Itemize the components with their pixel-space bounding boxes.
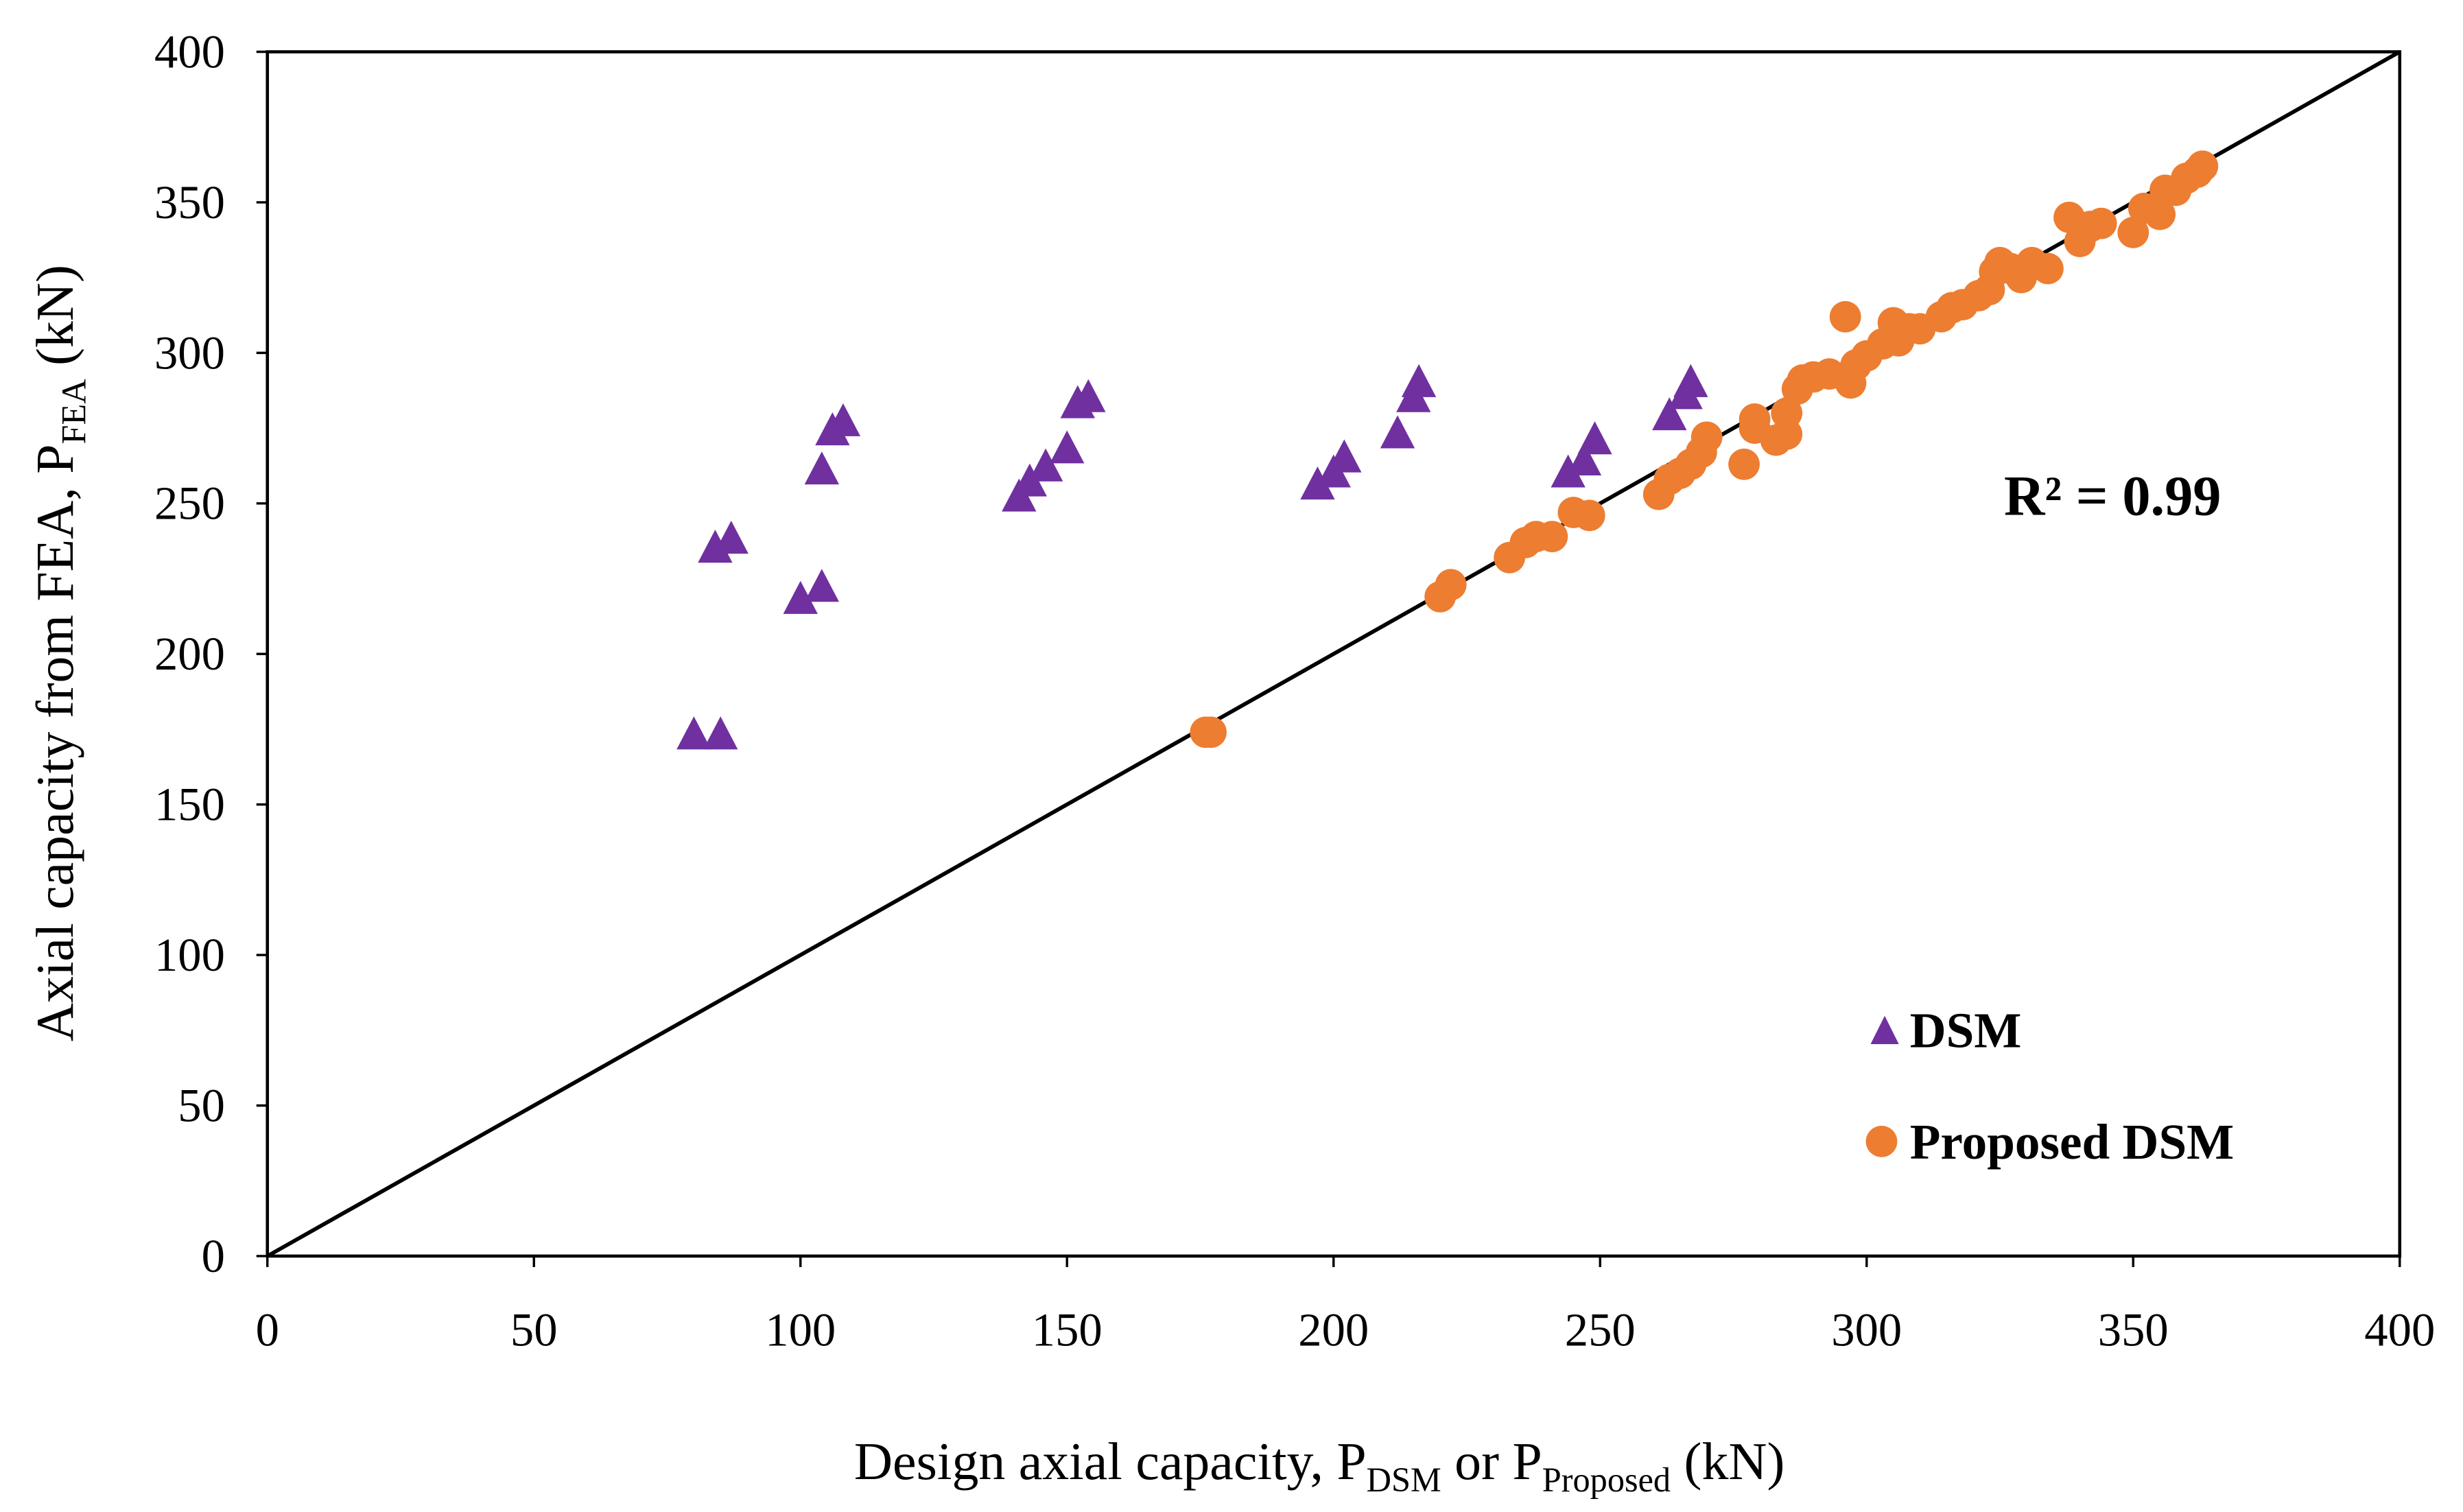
r-squared-annotation: R² = 0.99 xyxy=(2004,465,2221,528)
proposed-dsm-point xyxy=(2085,207,2117,239)
proposed-dsm-point xyxy=(1195,716,1227,748)
proposed-dsm-point xyxy=(1573,499,1605,532)
y-tick-label: 250 xyxy=(154,477,225,530)
dsm-point xyxy=(1401,364,1437,397)
proposed-dsm-point xyxy=(1690,421,1723,453)
proposed-dsm-point xyxy=(2117,216,2149,248)
dsm-point xyxy=(703,716,738,750)
y-axis-label: Axial capacity from FEA, PFEA (kN) xyxy=(25,265,93,1041)
proposed-dsm-point xyxy=(1829,300,1861,333)
y-tick-label: 400 xyxy=(154,25,225,78)
x-tick-label: 400 xyxy=(2364,1303,2435,1356)
x-tick-label: 50 xyxy=(510,1303,558,1356)
proposed-dsm-point xyxy=(2032,252,2064,285)
y-tick-label: 0 xyxy=(202,1230,225,1282)
dsm-point xyxy=(676,716,711,750)
dsm-point xyxy=(1577,421,1612,455)
x-tick-label: 100 xyxy=(765,1303,836,1356)
dsm-point xyxy=(1652,397,1687,431)
x-axis-label: Design axial capacity, PDSM or PProposed… xyxy=(854,1432,1785,1499)
dsm-point xyxy=(1673,364,1708,397)
proposed-dsm-point xyxy=(1771,397,1803,429)
y-tick-label: 300 xyxy=(154,327,225,379)
legend-dsm-marker xyxy=(1870,1015,1899,1044)
dsm-point xyxy=(804,451,840,485)
proposed-dsm-point xyxy=(1435,569,1467,601)
legend: DSM Proposed DSM xyxy=(1865,1003,2235,1170)
proposed-dsm-point xyxy=(1728,448,1760,480)
dsm-point xyxy=(804,569,840,602)
y-tick-label: 350 xyxy=(154,176,225,228)
x-tick-label: 0 xyxy=(256,1303,279,1356)
legend-dsm-label: DSM xyxy=(1910,1003,2022,1059)
y-tick-label: 150 xyxy=(154,779,225,831)
x-tick-label: 200 xyxy=(1298,1303,1369,1356)
dsm-point xyxy=(1300,466,1335,500)
x-tick-label: 150 xyxy=(1032,1303,1103,1356)
dsm-point xyxy=(1071,379,1106,412)
dsm-point xyxy=(1050,430,1085,464)
axis-ticks: 0 50 100 150 200 250 300 350 400 0 50 100 150 200 250 3… xyxy=(154,25,2435,1356)
dsm-point xyxy=(1380,415,1415,449)
dsm-point xyxy=(783,580,818,614)
dsm-point xyxy=(714,521,749,554)
dsm-point xyxy=(1028,448,1063,482)
reference-line-1-to-1 xyxy=(266,50,2401,1258)
x-tick-label: 350 xyxy=(2098,1303,2169,1356)
plot-marks xyxy=(266,50,2401,1258)
dsm-point xyxy=(1551,454,1586,488)
y-tick-label: 200 xyxy=(154,628,225,680)
proposed-dsm-point xyxy=(2144,198,2176,231)
y-tick-label: 100 xyxy=(154,929,225,981)
proposed-dsm-point xyxy=(1536,521,1568,552)
x-tick-label: 250 xyxy=(1565,1303,1636,1356)
x-tick-label: 300 xyxy=(1831,1303,1902,1356)
proposed-dsm-point xyxy=(2187,150,2219,182)
legend-proposed-marker xyxy=(1865,1125,1898,1157)
dsm-point xyxy=(1566,442,1602,475)
dsm-point xyxy=(1327,439,1362,473)
y-tick-label: 50 xyxy=(178,1079,225,1131)
legend-proposed-label: Proposed DSM xyxy=(1910,1114,2235,1170)
dsm-point xyxy=(825,403,861,436)
dsm-point xyxy=(698,530,733,563)
